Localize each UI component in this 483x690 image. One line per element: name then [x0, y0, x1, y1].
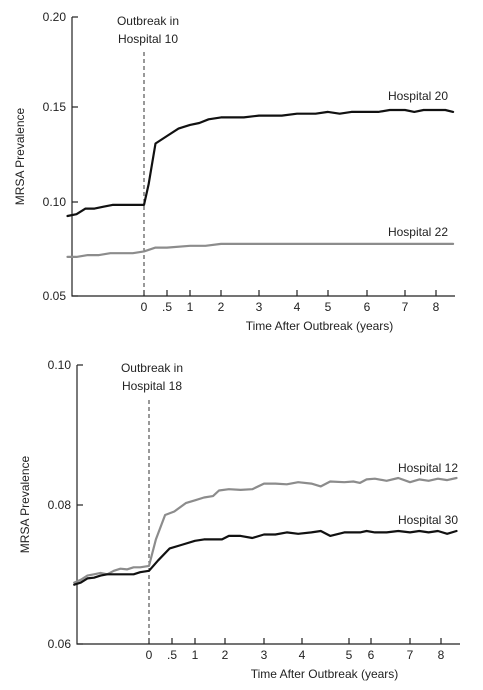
x-tick-label: 7: [402, 300, 409, 314]
series-label: Hospital 30: [398, 513, 458, 527]
x-tick-label: 1: [187, 300, 194, 314]
x-tick-label: 5: [325, 300, 332, 314]
bottom-chart: 0.06 0.08 0.10 0 .5 1 2 3 4 5 6 7 8 Time After Outbre…: [18, 358, 460, 681]
x-tick-label: 1: [192, 648, 199, 662]
x-tick-label: 8: [438, 648, 445, 662]
outbreak-annotation: Hospital 18: [122, 379, 182, 393]
y-axis-label: MRSA Prevalence: [13, 107, 27, 205]
x-tick-label: 3: [261, 648, 268, 662]
x-tick-label: 0: [141, 300, 148, 314]
series-line-hospital-22: [66, 242, 455, 258]
y-tick-label: 0.06: [48, 637, 72, 651]
x-tick-label: 6: [368, 648, 375, 662]
outbreak-annotation: Hospital 10: [118, 32, 178, 46]
x-tick-label: 3: [256, 300, 263, 314]
x-tick-label: 4: [299, 648, 306, 662]
outbreak-annotation: Outbreak in: [121, 361, 183, 375]
y-tick-label: 0.20: [43, 10, 67, 24]
y-tick-label: 0.08: [48, 498, 72, 512]
x-tick-label: 7: [407, 648, 414, 662]
series-line-hospital-12: [73, 476, 458, 584]
outbreak-annotation: Outbreak in: [117, 14, 179, 28]
series-label: Hospital 20: [388, 89, 448, 103]
x-tick-label: 0: [146, 648, 153, 662]
x-tick-label: .5: [167, 648, 177, 662]
x-tick-label: 6: [364, 300, 371, 314]
y-axis-label: MRSA Prevalence: [18, 455, 32, 553]
series-label: Hospital 12: [398, 461, 458, 475]
x-axis-label: Time After Outbreak (years): [246, 319, 394, 333]
x-tick-label: .5: [162, 300, 172, 314]
y-tick-label: 0.10: [43, 195, 67, 209]
x-axis-label: Time After Outbreak (years): [251, 667, 399, 681]
x-tick-label: 2: [218, 300, 225, 314]
y-tick-label: 0.15: [43, 100, 67, 114]
axes: [76, 365, 460, 645]
x-tick-label: 8: [433, 300, 440, 314]
series-line-hospital-20: [66, 108, 455, 218]
top-chart: 0.05 0.10 0.15 0.20 0 .5 1 2 3 4 5 6 7 8 Time After Ou…: [13, 10, 455, 333]
y-tick-label: 0.05: [43, 289, 67, 303]
series-label: Hospital 22: [388, 225, 448, 239]
y-tick-label: 0.10: [48, 358, 72, 372]
x-tick-label: 4: [294, 300, 301, 314]
x-tick-label: 5: [346, 648, 353, 662]
x-tick-label: 2: [222, 648, 229, 662]
series-line-hospital-30: [73, 529, 458, 586]
